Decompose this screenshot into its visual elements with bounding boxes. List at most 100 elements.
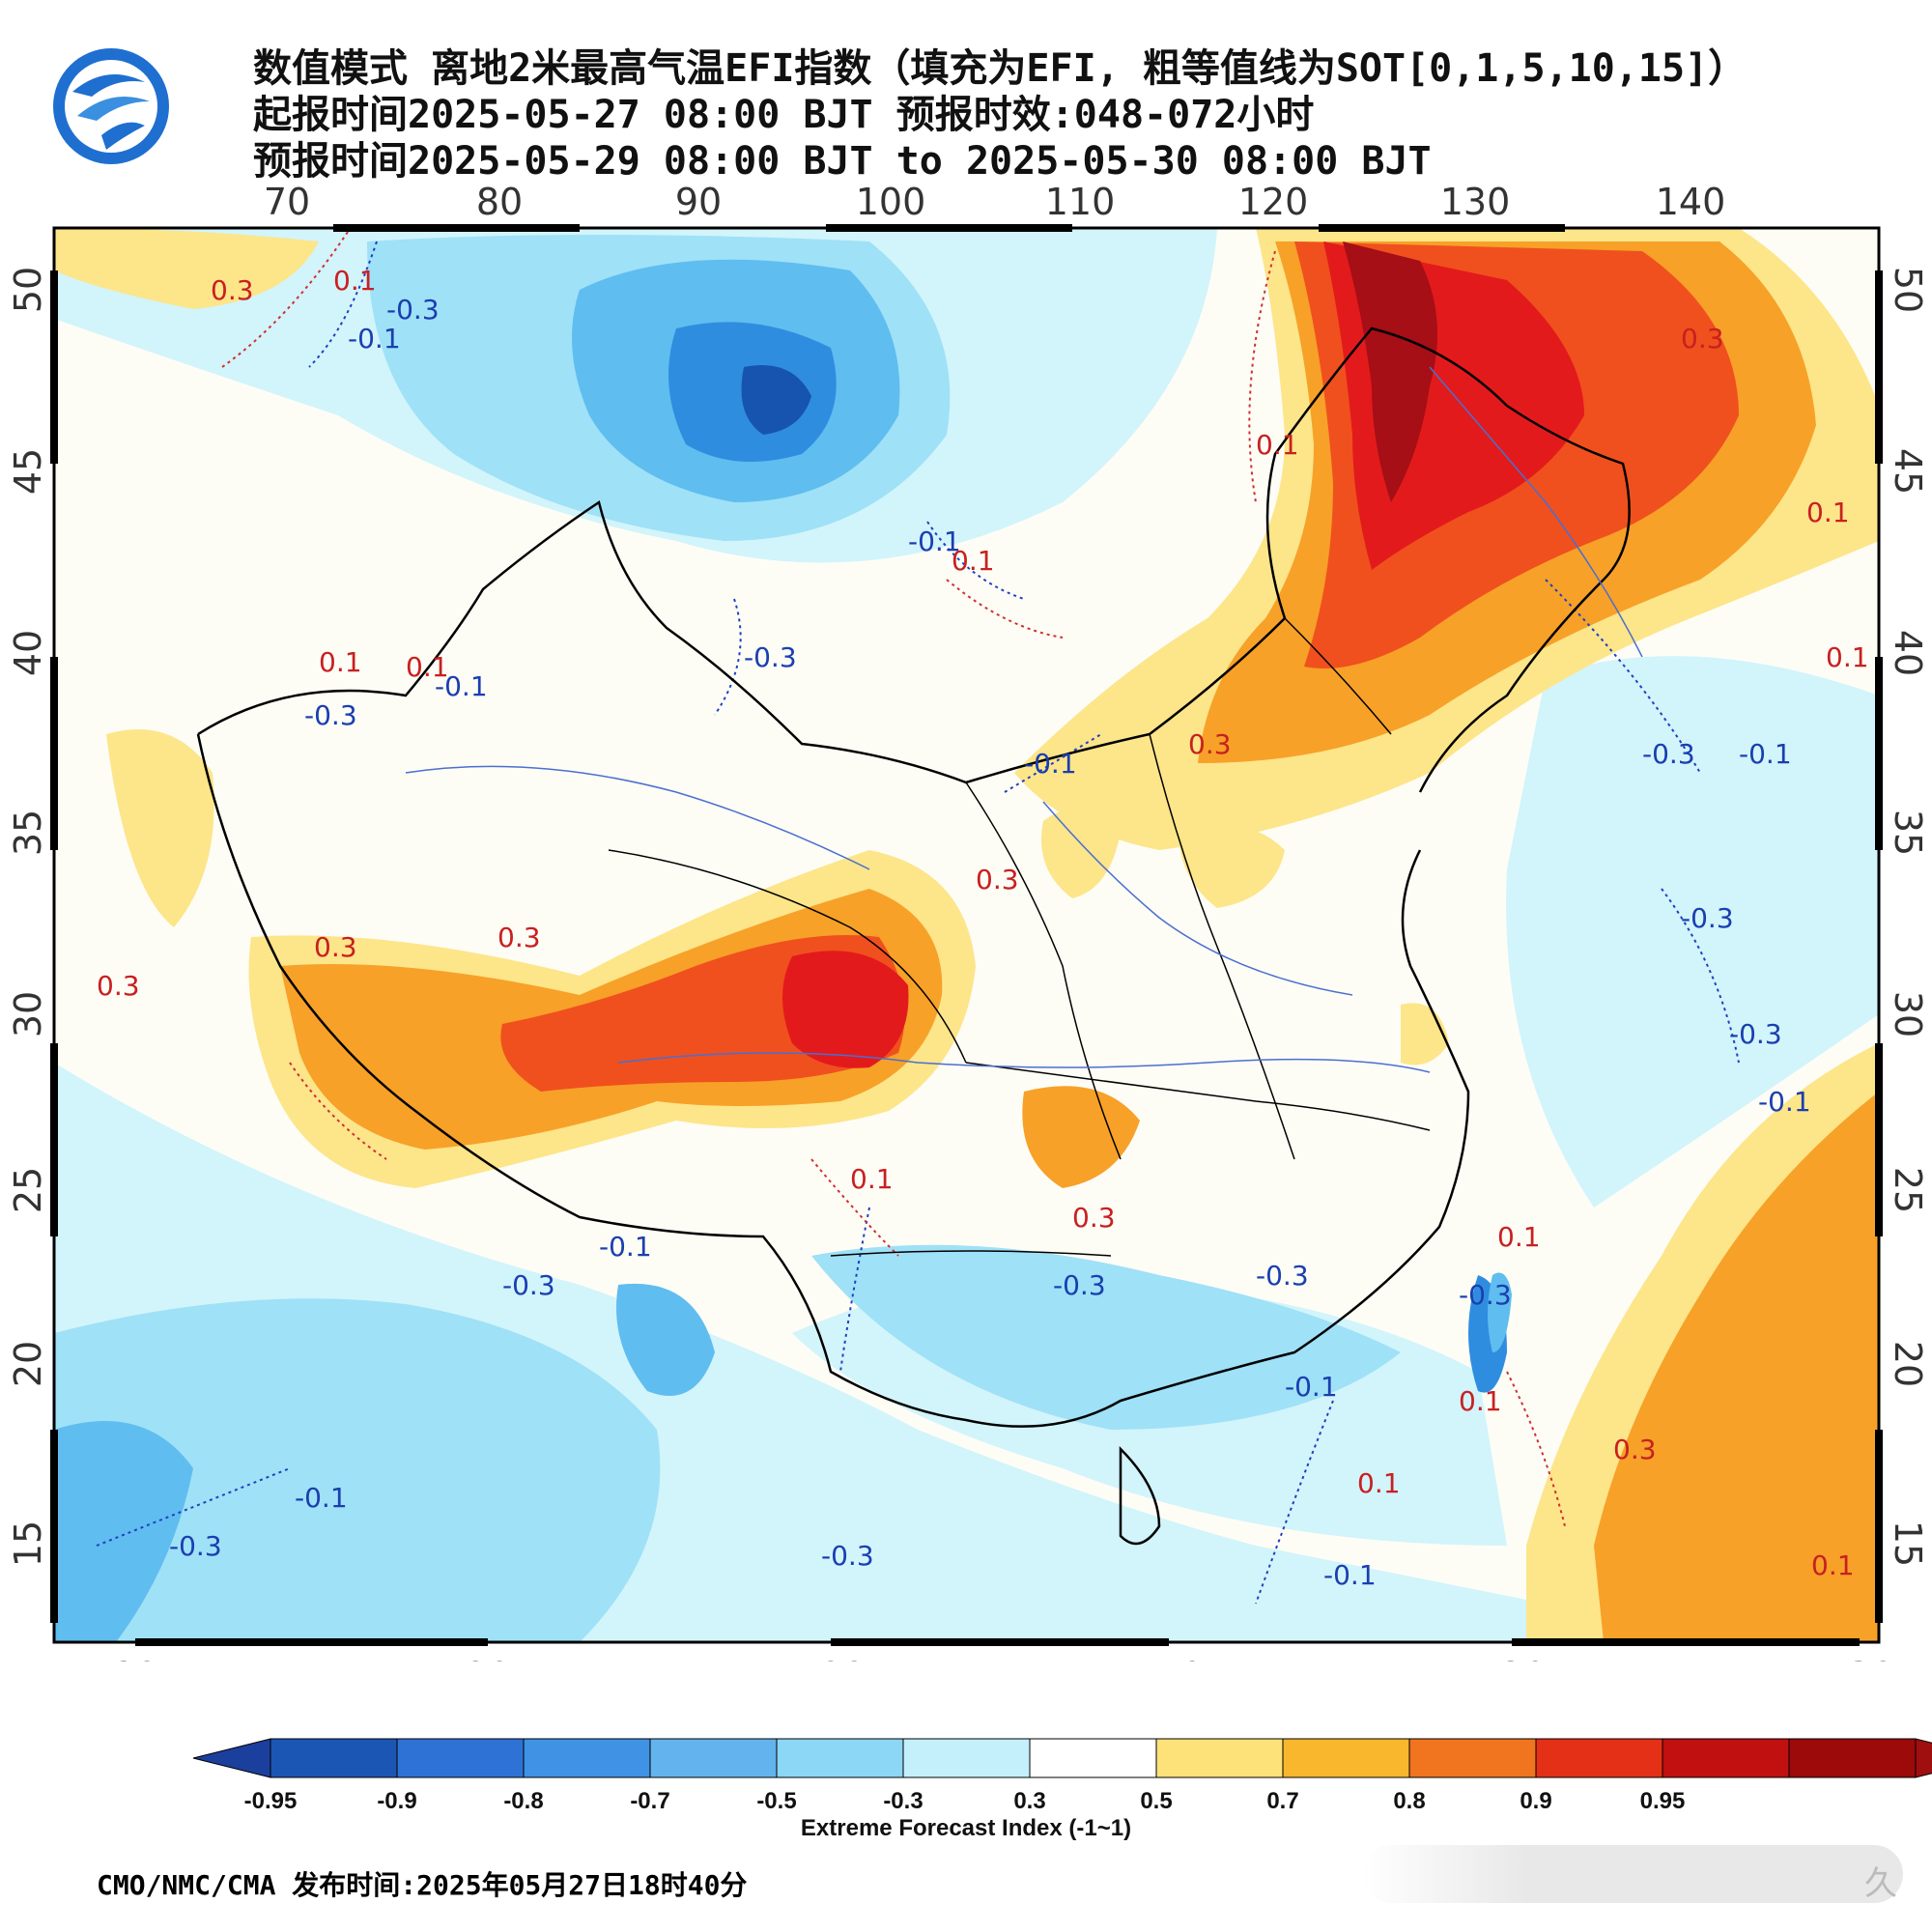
contour-label-positive: 0.3 — [1613, 1434, 1657, 1465]
left-lat-label: 45 — [7, 448, 49, 495]
contour-label-positive: 0.1 — [1459, 1385, 1502, 1417]
contour-label-positive: 0.1 — [1357, 1467, 1401, 1499]
colorbar-swatch — [270, 1738, 398, 1778]
left-lat-label: 25 — [7, 1167, 49, 1213]
contour-label-positive: 0.1 — [319, 646, 362, 678]
right-lat-label: 25 — [1887, 1167, 1929, 1213]
top-lon-label: 100 — [856, 181, 926, 223]
contour-label-negative: -0.3 — [1681, 902, 1734, 934]
top-lon-label: 90 — [675, 181, 722, 223]
contour-label-negative: -0.1 — [295, 1482, 348, 1514]
contour-label-negative: -0.3 — [1729, 1018, 1782, 1050]
contour-value-labels: 0.3 0.1 0.1 0.1 0.3 0.3 0.1 0.3 0.1 0.3 0.3 0.1 0.1 0… — [97, 265, 1869, 1591]
right-lat-label: 35 — [1887, 810, 1929, 856]
colorbar-right-arrow — [1915, 1738, 1932, 1778]
contour-label-positive: 0.1 — [406, 651, 449, 683]
right-lat-labels: 50 45 40 35 30 25 20 15 — [1887, 267, 1929, 1567]
contour-label-positive: 0.3 — [1681, 323, 1724, 355]
contour-label-positive: 0.1 — [1806, 497, 1850, 528]
colorbar-title: Extreme Forecast Index (-1~1) — [801, 1815, 1131, 1841]
colorbar-left-arrow — [192, 1738, 271, 1778]
colorbar-swatch — [902, 1738, 1031, 1778]
colorbar-swatch — [1408, 1738, 1537, 1778]
colorbar-tick-label: 0.3 — [1013, 1788, 1045, 1814]
efi-map: 70 80 90 100 110 120 130 140 80 90 100 110 120 130 5… — [7, 181, 1929, 1662]
left-lat-label: 30 — [7, 991, 49, 1037]
left-lat-label: 50 — [7, 267, 49, 313]
contour-label-negative: -0.3 — [1459, 1279, 1512, 1311]
contour-label-positive: 0.3 — [211, 274, 254, 306]
top-lon-label: 120 — [1238, 181, 1309, 223]
colorbar-swatch — [1535, 1738, 1663, 1778]
top-lon-label: 140 — [1656, 181, 1726, 223]
contour-label-positive: 0.3 — [1188, 728, 1232, 760]
colorbar-swatch — [649, 1738, 778, 1778]
init-time: 起报时间2025-05-27 08:00 BJT 预报时效:048-072小时 — [253, 93, 1315, 137]
top-lon-label: 70 — [264, 181, 310, 223]
contour-label-negative: -0.1 — [435, 670, 488, 702]
contour-label-negative: -0.1 — [1323, 1559, 1377, 1591]
contour-label-positive: 0.1 — [333, 265, 377, 297]
publish-info: CMO/NMC/CMA 发布时间:2025年05月27日18时40分 — [97, 1869, 748, 1901]
top-lon-labels: 70 80 90 100 110 120 130 140 — [264, 181, 1725, 223]
colorbar-tick-label: -0.9 — [377, 1788, 416, 1814]
colorbar-swatch — [1788, 1738, 1917, 1778]
contour-lines — [96, 231, 1740, 1605]
contour-label-negative: -0.3 — [169, 1530, 222, 1562]
contour-label-positive: 0.3 — [314, 931, 357, 963]
rivers — [405, 366, 1643, 1073]
contour-label-negative: -0.1 — [599, 1231, 652, 1263]
colorbar-tick-label: -0.5 — [756, 1788, 796, 1814]
contour-label-negative: -0.3 — [744, 641, 797, 673]
left-lat-label: 40 — [7, 630, 49, 676]
contour-label-positive: 0.1 — [1497, 1221, 1541, 1253]
top-lon-label: 110 — [1045, 181, 1116, 223]
contour-label-positive: 0.3 — [97, 970, 140, 1002]
colorbar-swatch — [1662, 1738, 1790, 1778]
contour-label-positive: 0.1 — [952, 545, 995, 577]
contour-label-negative: -0.1 — [1758, 1086, 1811, 1118]
contour-label-negative: -0.1 — [348, 323, 401, 355]
contour-label-negative: -0.3 — [304, 699, 357, 731]
colorbar-swatch — [1282, 1738, 1410, 1778]
colorbar-swatch — [776, 1738, 904, 1778]
contour-label-positive: 0.3 — [497, 922, 541, 953]
efi-fill-layer — [54, 228, 1879, 1642]
bottom-lon-label: 120 — [1477, 1655, 1548, 1662]
colorbar-tick-label: -0.3 — [883, 1788, 923, 1814]
right-lat-label: 20 — [1887, 1341, 1929, 1387]
contour-label-negative: -0.1 — [1739, 738, 1792, 770]
bottom-lon-label: 110 — [1134, 1655, 1205, 1662]
colorbar-tick-label: -0.95 — [244, 1788, 298, 1814]
colorbar-swatch — [396, 1738, 525, 1778]
right-lat-label: 30 — [1887, 991, 1929, 1037]
colorbar-tick-label: 0.7 — [1266, 1788, 1298, 1814]
contour-label-negative: -0.1 — [1024, 748, 1077, 780]
contour-label-positive: 0.1 — [1811, 1549, 1855, 1581]
bottom-lon-label: 130 — [1825, 1655, 1895, 1662]
map-title: 数值模式 离地2米最高气温EFI指数（填充为EFI, 粗等值线为SOT[0,1,… — [253, 46, 1747, 91]
contour-label-negative: -0.1 — [908, 526, 961, 557]
watermark-bar — [1362, 1845, 1903, 1903]
contour-label-negative: -0.3 — [1642, 738, 1695, 770]
cma-logo — [53, 48, 169, 164]
right-lat-label: 15 — [1887, 1520, 1929, 1567]
contour-label-positive: 0.1 — [1256, 429, 1299, 461]
left-lat-label: 35 — [7, 810, 49, 856]
top-lon-label: 80 — [476, 181, 523, 223]
left-lat-label: 15 — [7, 1520, 49, 1567]
colorbar-swatch — [1155, 1738, 1284, 1778]
bottom-lon-label: 80 — [112, 1655, 158, 1662]
colorbar-tick-label: -0.7 — [630, 1788, 669, 1814]
colorbar-swatch — [1029, 1738, 1157, 1778]
province-borders — [608, 617, 1431, 1257]
contour-label-positive: 0.1 — [850, 1163, 894, 1195]
country-borders — [196, 327, 1631, 1546]
valid-time: 预报时间2025-05-29 08:00 BJT to 2025-05-30 0… — [253, 139, 1432, 184]
colorbar-tick-label: 0.5 — [1140, 1788, 1172, 1814]
colorbar-tick-label: 0.95 — [1640, 1788, 1686, 1814]
right-lat-label: 45 — [1887, 448, 1929, 495]
contour-label-negative: -0.3 — [1053, 1269, 1106, 1301]
contour-label-negative: -0.3 — [502, 1269, 555, 1301]
contour-label-positive: 0.1 — [1826, 641, 1869, 673]
